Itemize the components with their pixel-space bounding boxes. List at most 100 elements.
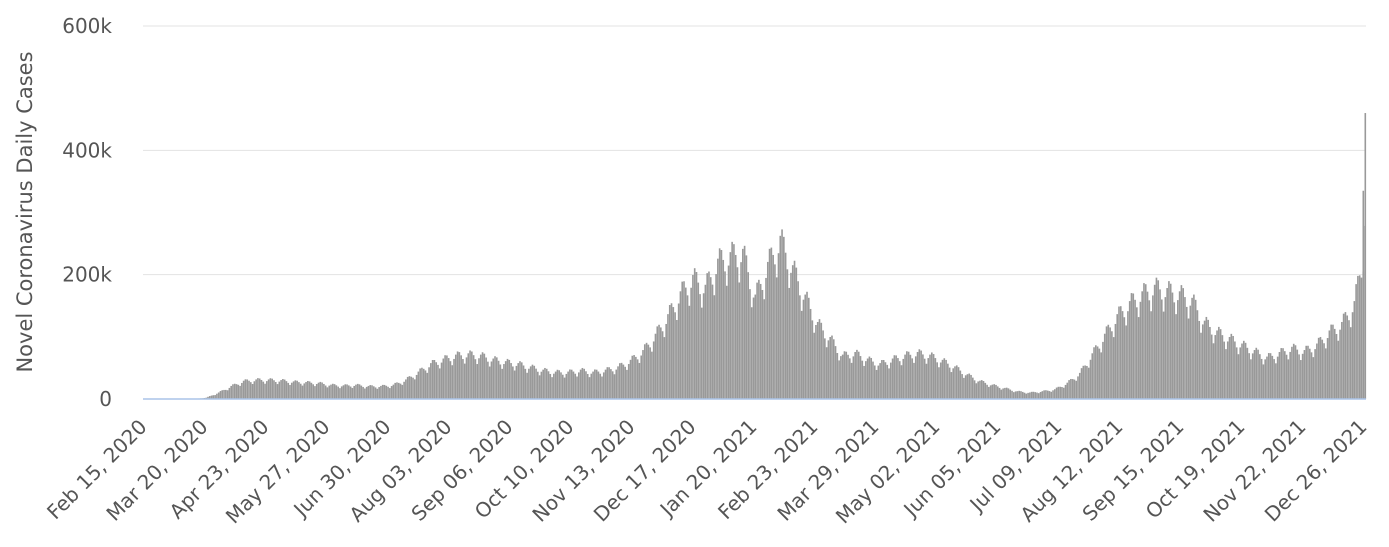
bar <box>458 352 461 399</box>
bar <box>283 379 286 399</box>
bar <box>1330 324 1332 399</box>
bar <box>779 235 782 399</box>
bar <box>355 384 357 399</box>
bar <box>430 363 432 399</box>
bar <box>1098 348 1101 399</box>
bar <box>1189 305 1192 399</box>
bar <box>597 371 600 399</box>
bar <box>1273 359 1275 399</box>
bar <box>483 353 486 399</box>
bar <box>1112 337 1115 399</box>
bar <box>574 373 577 399</box>
bar <box>346 384 348 399</box>
bar <box>1314 349 1316 399</box>
bar <box>620 362 623 399</box>
bar <box>1082 365 1085 399</box>
bar <box>1130 293 1133 399</box>
bar <box>668 305 671 399</box>
bar <box>670 303 673 399</box>
bar <box>1307 345 1309 399</box>
bar <box>1353 301 1356 399</box>
bar <box>260 379 263 399</box>
bar <box>1055 387 1058 399</box>
bar <box>674 312 676 399</box>
bar <box>392 384 395 399</box>
bar <box>1061 387 1063 399</box>
bar <box>438 368 441 399</box>
bar <box>950 372 953 399</box>
bar <box>948 367 951 399</box>
bar <box>1180 285 1183 399</box>
bar <box>565 373 568 399</box>
bar <box>551 377 553 399</box>
bar <box>900 365 903 399</box>
bar <box>508 359 511 399</box>
bar <box>1073 379 1076 399</box>
bar <box>750 307 753 399</box>
bar <box>1235 347 1238 399</box>
bar <box>645 342 648 399</box>
bar <box>717 258 719 399</box>
bar <box>515 365 518 399</box>
bar <box>1184 297 1186 399</box>
bar <box>749 289 751 399</box>
y-axis-title: Novel Coronavirus Daily Cases <box>13 51 37 372</box>
bar <box>314 386 316 399</box>
bar <box>601 376 603 399</box>
bar <box>460 355 462 399</box>
bar <box>1259 354 1261 399</box>
bar <box>784 252 787 399</box>
bar <box>893 355 896 399</box>
bar <box>663 337 666 399</box>
bar <box>533 365 536 399</box>
bar <box>1037 393 1040 399</box>
bar <box>636 359 639 399</box>
bar <box>1059 386 1061 399</box>
bar <box>852 356 855 399</box>
bar <box>488 366 491 399</box>
bar <box>567 371 569 399</box>
bar <box>1027 392 1029 399</box>
bar <box>891 358 894 399</box>
bar <box>1066 382 1069 399</box>
bar <box>955 365 958 399</box>
bar <box>989 385 992 399</box>
bar <box>579 369 582 399</box>
bar <box>494 356 496 399</box>
bar <box>1185 306 1188 399</box>
bar <box>1004 387 1006 399</box>
bar <box>524 368 527 399</box>
bar <box>399 383 402 399</box>
bar <box>870 357 873 399</box>
bar <box>704 284 707 399</box>
bar <box>706 273 708 399</box>
bar <box>898 361 901 399</box>
bar <box>699 294 701 399</box>
bar <box>376 388 379 399</box>
bar <box>319 381 322 399</box>
bar <box>1362 190 1365 399</box>
bar <box>1045 390 1047 399</box>
bar <box>1009 389 1012 399</box>
bar <box>795 267 798 399</box>
bar <box>727 265 730 399</box>
bar <box>809 308 812 399</box>
bar <box>241 382 243 399</box>
bar <box>889 362 892 399</box>
bar <box>446 355 448 399</box>
bar <box>1203 320 1206 399</box>
bar <box>588 377 591 399</box>
bar <box>651 351 653 399</box>
bar <box>895 355 897 399</box>
bar <box>333 384 336 399</box>
bar <box>526 372 528 399</box>
bar <box>462 359 464 399</box>
bar <box>351 387 354 399</box>
bar <box>683 281 685 399</box>
bar <box>374 387 377 399</box>
bar <box>906 351 908 399</box>
bar <box>1289 351 1291 399</box>
bar <box>836 353 839 399</box>
bar <box>672 307 675 399</box>
